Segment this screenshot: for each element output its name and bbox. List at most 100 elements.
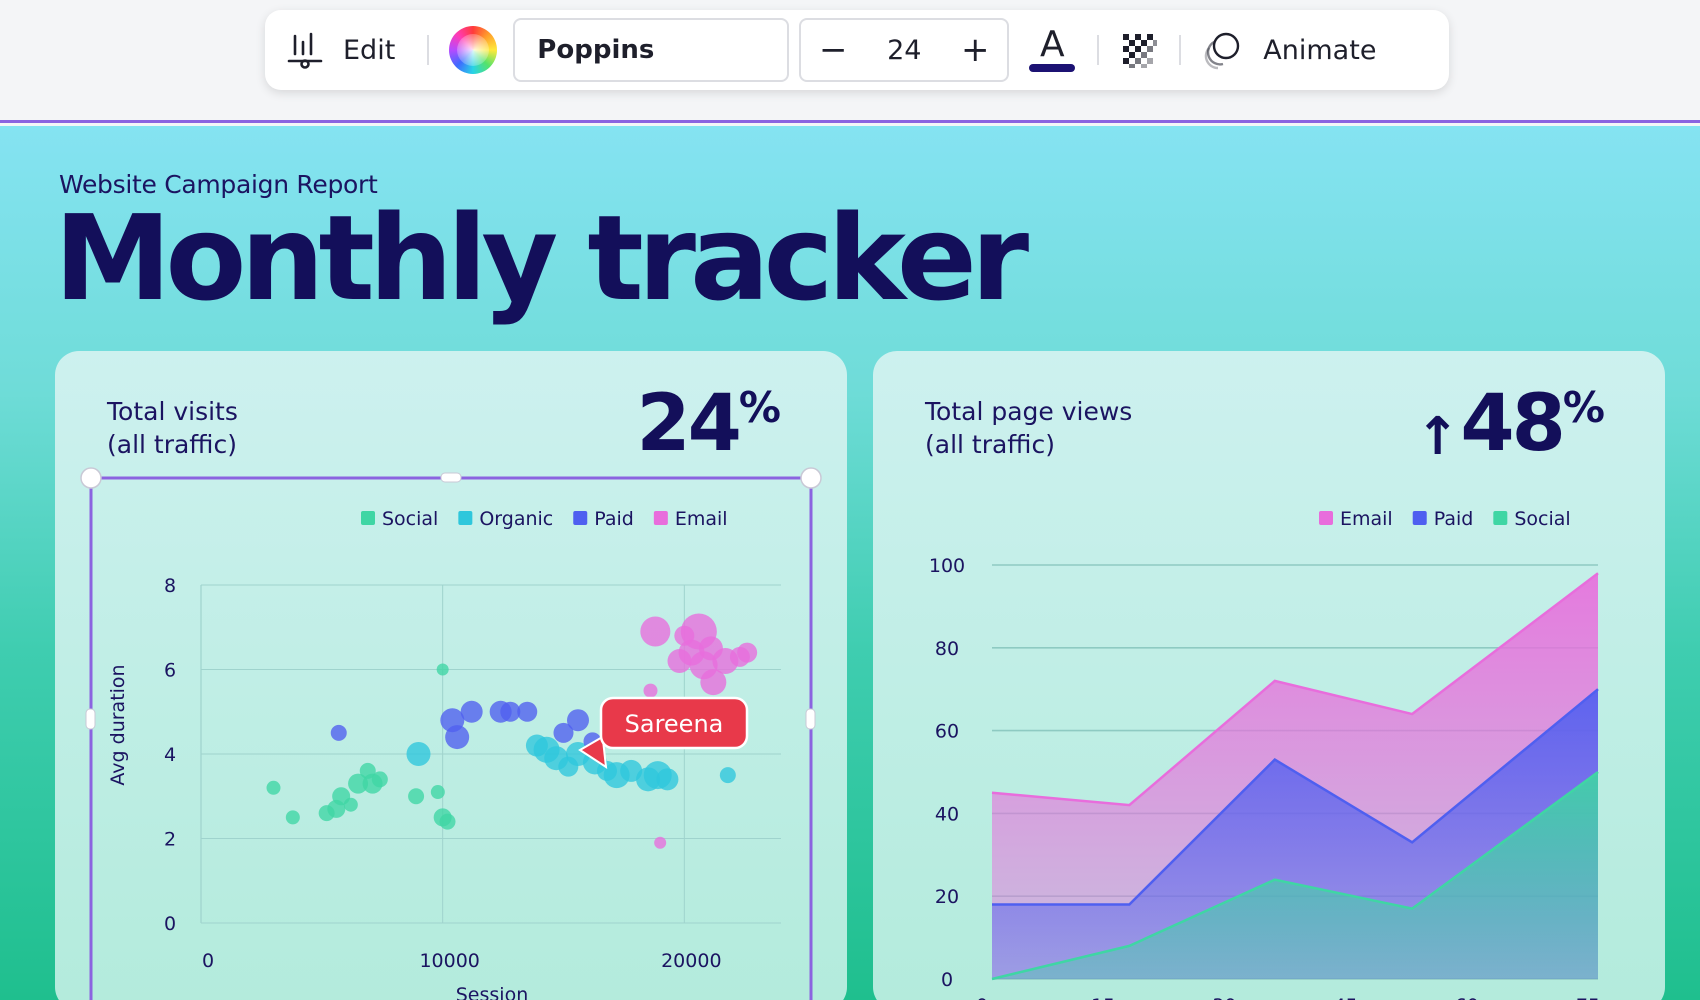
animate-label: Animate	[1263, 34, 1377, 66]
font-size-value[interactable]: 24	[887, 34, 922, 66]
scatter-point[interactable]	[737, 642, 758, 663]
font-family-dropdown[interactable]: Poppins	[513, 18, 790, 82]
y-tick-label: 40	[935, 803, 959, 825]
edit-chart-button[interactable]: Edit	[285, 30, 407, 70]
scatter-point[interactable]	[719, 767, 736, 784]
scatter-point[interactable]	[654, 836, 667, 849]
x-tick-label: 60	[1455, 995, 1479, 1000]
legend-swatch	[573, 511, 588, 525]
up-arrow-icon: ↑	[1415, 407, 1460, 467]
scatter-point[interactable]	[643, 683, 658, 698]
scatter-point[interactable]	[656, 768, 679, 791]
series-line	[991, 572, 1599, 807]
scatter-point[interactable]	[330, 724, 347, 741]
font-size-stepper: − 24 +	[799, 18, 1010, 82]
design-canvas: Website Campaign Report Monthly tracker …	[0, 126, 1700, 1000]
page-title[interactable]: Monthly tracker	[54, 189, 1029, 327]
x-tick-label: 45	[1334, 995, 1358, 1000]
stat-unit: %	[738, 383, 781, 432]
legend-swatch	[361, 511, 375, 525]
text-color-swatch	[1029, 64, 1076, 72]
legend-label: Email	[1340, 508, 1393, 530]
legend-label: Social	[1514, 508, 1570, 530]
scatter-point[interactable]	[517, 701, 538, 722]
legend-swatch	[1319, 511, 1333, 525]
resize-handle[interactable]	[85, 708, 96, 730]
scatter-point[interactable]	[285, 810, 300, 825]
scatter-point[interactable]	[408, 788, 425, 805]
y-tick-label: 6	[164, 660, 176, 682]
text-color-button[interactable]: A	[1027, 24, 1077, 72]
scatter-point[interactable]	[343, 797, 358, 812]
x-tick-label: 75	[1576, 995, 1600, 1000]
legend-swatch	[1412, 511, 1427, 525]
decrease-size-button[interactable]: −	[819, 30, 848, 70]
card-label[interactable]: Total page views (all traffic)	[925, 397, 1133, 459]
scatter-point[interactable]	[460, 700, 483, 723]
legend-swatch	[1493, 511, 1508, 525]
resize-handle[interactable]	[80, 467, 102, 489]
series-line	[991, 770, 1599, 981]
text-color-icon: A	[1039, 24, 1065, 65]
total-page-views-card: Total page views (all traffic) ↑ 48 % 0 2…	[873, 351, 1665, 1000]
scatter-point[interactable]	[430, 785, 445, 800]
y-tick-label: 8	[164, 575, 176, 597]
scatter-point[interactable]	[500, 701, 521, 722]
y-tick-label: 80	[935, 638, 959, 660]
scatter-point[interactable]	[436, 663, 449, 676]
scatter-point[interactable]	[674, 625, 695, 646]
x-tick-label: 0	[976, 995, 988, 1000]
y-tick-label: 0	[941, 969, 953, 991]
resize-handle[interactable]	[800, 467, 822, 489]
card-stat[interactable]: ↑ 48 %	[1416, 385, 1605, 463]
editor-top-area: Edit Poppins − 24 + A	[0, 0, 1700, 123]
toolbar-divider	[427, 35, 430, 65]
legend-label: Social	[382, 508, 438, 530]
legend-label: Email	[675, 508, 728, 530]
scatter-point[interactable]	[553, 722, 574, 743]
series-line	[992, 688, 1599, 906]
scatter-point[interactable]	[640, 616, 671, 647]
scatter-point[interactable]	[567, 709, 589, 732]
floating-toolbar: Edit Poppins − 24 + A	[265, 10, 1449, 90]
collaborator-tag	[599, 696, 749, 750]
x-tick-label: 30	[1212, 995, 1236, 1000]
stat-value: 24	[636, 379, 742, 469]
scatter-point[interactable]	[439, 813, 456, 830]
animate-button[interactable]: Animate	[1201, 28, 1376, 72]
resize-handle[interactable]	[805, 708, 816, 730]
legend-label: Paid	[1434, 508, 1474, 530]
card-stat[interactable]: 24 %	[636, 385, 781, 463]
legend-label: Paid	[594, 508, 634, 530]
stat-unit: %	[1562, 383, 1605, 432]
area-chart[interactable]: 0 20 40 60 80 100 0 15 30 45 60 75 Email Paid Social	[873, 351, 1665, 1000]
toolbar-divider	[1179, 35, 1182, 65]
legend-swatch	[653, 511, 668, 525]
area-series-social[interactable]	[992, 772, 1598, 979]
scatter-point[interactable]	[371, 771, 388, 788]
card-label[interactable]: Total visits (all traffic)	[107, 397, 238, 459]
resize-handle[interactable]	[440, 472, 462, 483]
x-tick-label: 20000	[661, 950, 721, 972]
increase-size-button[interactable]: +	[961, 30, 990, 70]
color-wheel-icon[interactable]	[449, 26, 498, 74]
y-tick-label: 4	[164, 744, 176, 766]
edit-label: Edit	[343, 34, 396, 66]
x-tick-label: 15	[1091, 995, 1115, 1000]
transparency-icon[interactable]	[1119, 30, 1159, 70]
legend-swatch	[458, 511, 473, 525]
scatter-point[interactable]	[266, 780, 281, 795]
x-axis-label: Session	[456, 984, 529, 1000]
x-tick-label: 0	[202, 950, 214, 972]
report-subtitle[interactable]: Website Campaign Report	[59, 170, 378, 199]
toolbar-divider	[1097, 35, 1100, 65]
y-tick-label: 2	[164, 829, 176, 851]
chart-edit-icon	[287, 32, 323, 69]
scatter-point[interactable]	[406, 742, 431, 766]
scatter-point[interactable]	[348, 773, 369, 794]
scatter-point[interactable]	[700, 669, 727, 696]
animate-icon	[1205, 32, 1240, 70]
total-visits-card: Total visits (all traffic) 24 % 0 2 4 6 8 0 10…	[55, 351, 847, 1000]
scatter-point[interactable]	[445, 725, 470, 750]
